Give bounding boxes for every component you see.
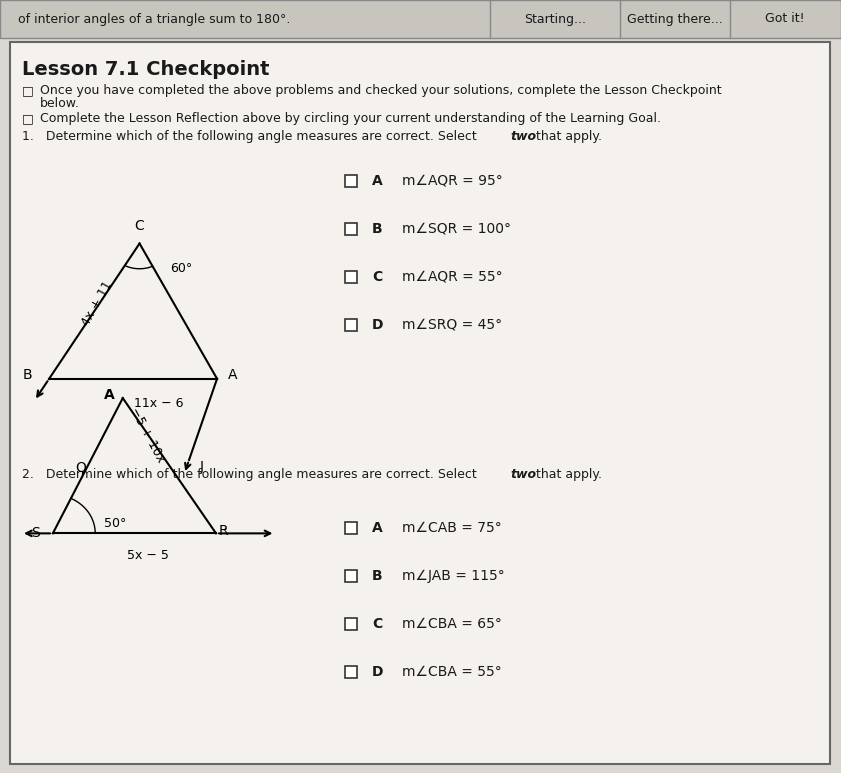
Text: A: A	[372, 174, 383, 188]
Text: Getting there...: Getting there...	[627, 12, 723, 26]
Text: Lesson 7.1 Checkpoint: Lesson 7.1 Checkpoint	[22, 60, 269, 79]
Bar	[345, 522, 357, 534]
Text: Once you have completed the above problems and checked your solutions, complete : Once you have completed the above proble…	[40, 84, 722, 97]
Text: −5 + 10x: −5 + 10x	[128, 405, 167, 465]
Text: m∠CBA = 55°: m∠CBA = 55°	[402, 665, 502, 679]
Bar	[345, 666, 357, 678]
Text: m∠CBA = 65°: m∠CBA = 65°	[402, 617, 502, 631]
Text: B: B	[372, 569, 383, 583]
Text: □: □	[22, 112, 34, 125]
Bar	[345, 319, 357, 331]
Text: 60°: 60°	[170, 261, 192, 274]
Text: Q: Q	[75, 461, 86, 475]
Text: m∠CAB = 75°: m∠CAB = 75°	[402, 521, 502, 535]
Text: C: C	[372, 617, 383, 631]
Text: C: C	[135, 219, 145, 233]
Text: □: □	[22, 84, 34, 97]
Text: D: D	[372, 318, 383, 332]
Text: Got it!: Got it!	[765, 12, 805, 26]
Text: J: J	[200, 460, 204, 474]
Text: m∠SRQ = 45°: m∠SRQ = 45°	[402, 318, 502, 332]
Text: m∠JAB = 115°: m∠JAB = 115°	[402, 569, 505, 583]
Text: S: S	[31, 526, 40, 540]
Text: 50°: 50°	[103, 516, 126, 530]
Text: of interior angles of a triangle sum to 180°.: of interior angles of a triangle sum to …	[18, 12, 290, 26]
Text: Complete the Lesson Reflection above by circling your current understanding of t: Complete the Lesson Reflection above by …	[40, 112, 661, 125]
Bar	[345, 223, 357, 235]
Text: two: two	[510, 468, 536, 481]
Text: A: A	[103, 388, 114, 402]
Text: A: A	[372, 521, 383, 535]
Bar	[345, 618, 357, 630]
Text: that apply.: that apply.	[532, 468, 602, 481]
Bar	[345, 175, 357, 187]
Text: 5x − 5: 5x − 5	[127, 549, 169, 562]
Text: B: B	[372, 222, 383, 236]
Text: C: C	[372, 270, 383, 284]
Text: two: two	[510, 130, 536, 143]
Text: R: R	[218, 524, 228, 538]
Text: D: D	[372, 665, 383, 679]
Text: m∠AQR = 95°: m∠AQR = 95°	[402, 174, 503, 188]
Text: below.: below.	[40, 97, 80, 110]
Text: A: A	[228, 368, 237, 382]
Text: B: B	[22, 368, 32, 382]
Text: 1.   Determine which of the following angle measures are correct. Select: 1. Determine which of the following angl…	[22, 130, 481, 143]
Text: m∠AQR = 55°: m∠AQR = 55°	[402, 270, 503, 284]
Text: Starting...: Starting...	[524, 12, 586, 26]
Bar	[0, 0, 841, 38]
Bar	[345, 570, 357, 582]
Text: 4x + 11: 4x + 11	[79, 279, 115, 329]
Text: 2.   Determine which of the following angle measures are correct. Select: 2. Determine which of the following angl…	[22, 468, 481, 481]
Text: 11x − 6: 11x − 6	[135, 397, 183, 410]
Bar	[345, 271, 357, 283]
Text: that apply.: that apply.	[532, 130, 602, 143]
Text: m∠SQR = 100°: m∠SQR = 100°	[402, 222, 511, 236]
